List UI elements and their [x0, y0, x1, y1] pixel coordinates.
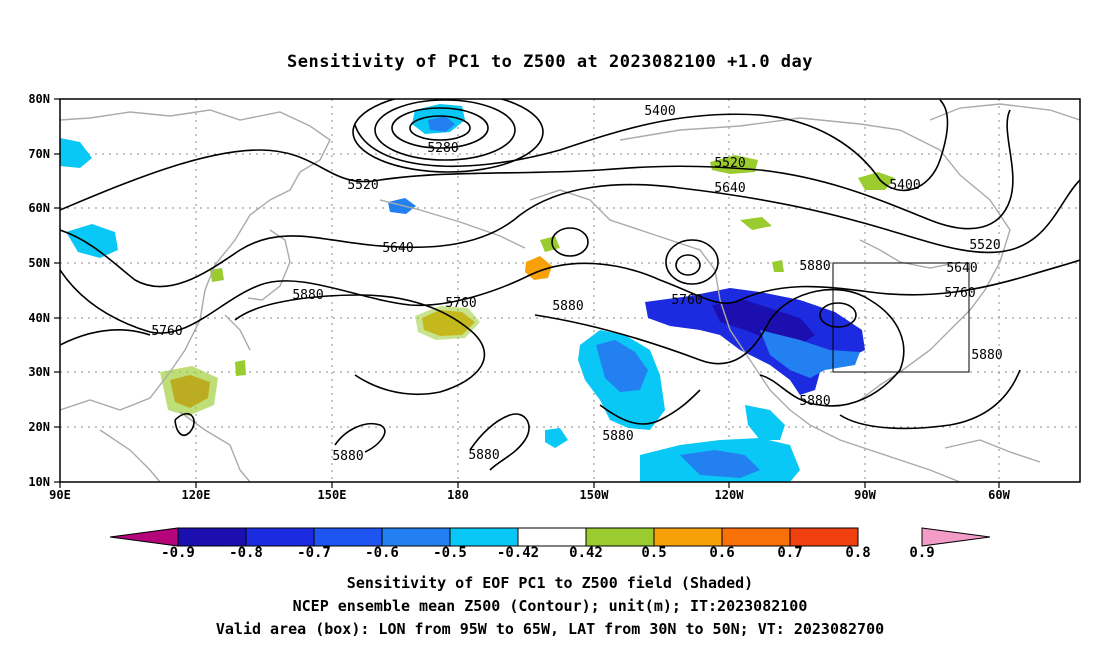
contour-label: 5880: [799, 394, 830, 409]
colorbar-box: [245, 527, 315, 547]
contour-label: 5880: [332, 449, 363, 464]
figure-caption: Sensitivity of EOF PC1 to Z500 field (Sh…: [216, 574, 884, 638]
positive-region-small-3: [210, 268, 224, 282]
contour-label: 5640: [382, 241, 413, 256]
contour-label: 5880: [468, 448, 499, 463]
contour-label: 5760: [151, 324, 182, 339]
positive-region-small-1: [540, 236, 560, 252]
lat-label: 60N: [28, 201, 50, 215]
contour-label: 5880: [799, 259, 830, 274]
colorbar-tick: -0.7: [297, 545, 331, 561]
negative-region-west: [60, 138, 92, 168]
contour-label: 5640: [714, 181, 745, 196]
negative-region-us-light: [760, 330, 860, 378]
colorbar-tick: 0.8: [845, 545, 870, 561]
positive-region-taiwan-edge: [160, 366, 218, 416]
map-background: [60, 99, 1080, 482]
colorbar-box: [313, 527, 383, 547]
colorbar-box: [381, 527, 451, 547]
colorbar-box: [517, 527, 587, 547]
contour-label: 5760: [445, 296, 476, 311]
negative-core-us: [712, 300, 815, 345]
graticule: [60, 99, 1080, 482]
contour-label: 5880: [602, 429, 633, 444]
axis-ticks: [54, 98, 1000, 488]
contour-label: 5880: [292, 288, 323, 303]
lat-label: 50N: [28, 256, 50, 270]
lon-label: 150E: [318, 488, 347, 502]
contour-label: 5520: [347, 178, 378, 193]
negative-region-mexico: [745, 405, 785, 440]
map-title: Sensitivity of PC1 to Z500 at 2023082100…: [287, 52, 813, 72]
lat-label: 10N: [28, 475, 50, 489]
colorbar-tick: 0.6: [709, 545, 734, 561]
lat-label: 20N: [28, 420, 50, 434]
positive-region-dateline-edge: [415, 306, 480, 340]
sensitivity-shading: [60, 104, 895, 482]
lon-label: 120E: [182, 488, 211, 502]
contour-label: 5400: [644, 104, 675, 119]
colorbar-box: [449, 527, 519, 547]
lat-label: 40N: [28, 311, 50, 325]
z500-contours: [60, 99, 1080, 471]
negative-region-pacific-mid: [596, 340, 648, 392]
caption-line-2: NCEP ensemble mean Z500 (Contour); unit(…: [293, 597, 808, 615]
colorbar-box: [653, 527, 723, 547]
coastlines: [60, 103, 1080, 482]
lat-label: 30N: [28, 365, 50, 379]
colorbar-tick: 0.42: [569, 545, 603, 561]
lat-label: 80N: [28, 92, 50, 106]
colorbar-tick: -0.8: [229, 545, 263, 561]
contour-label: 5400: [889, 178, 920, 193]
lon-label: 90W: [854, 488, 876, 502]
lon-label: 90E: [49, 488, 71, 502]
colorbar-tick: -0.6: [365, 545, 399, 561]
lon-label: 150W: [580, 488, 610, 502]
valid-area-box: [832, 262, 970, 373]
colorbar-tick: -0.9: [161, 545, 195, 561]
contour-label: 5280: [427, 141, 458, 156]
colorbar-tick: -0.5: [433, 545, 467, 561]
contour-label: 5520: [969, 238, 1000, 253]
contour-label: 5520: [714, 156, 745, 171]
longitude-labels: 90E 120E 150E 180 150W 120W 90W 60W: [49, 488, 1010, 502]
contour-label: 5760: [944, 286, 975, 301]
colorbar-box: [177, 527, 247, 547]
contour-label: 5640: [946, 261, 977, 276]
contour-label: 5880: [552, 299, 583, 314]
colorbar-box: [585, 527, 655, 547]
negative-region-smallpatch-1: [545, 428, 568, 448]
colorbar: -0.9 -0.8 -0.7 -0.6 -0.5 -0.42 0.42 0.5 …: [109, 527, 991, 561]
caption-line-3: Valid area (box): LON from 95W to 65W, L…: [216, 620, 884, 638]
colorbar-box: [721, 527, 791, 547]
positive-region-small-2: [740, 217, 772, 230]
positive-region-small-5: [235, 360, 246, 376]
colorbar-boxes: [177, 527, 859, 547]
map-frame: [59, 98, 1081, 483]
positive-region-small-4: [772, 260, 784, 272]
negative-region-arctic-core: [428, 116, 455, 132]
colorbar-labels: -0.9 -0.8 -0.7 -0.6 -0.5 -0.42 0.42 0.5 …: [161, 545, 935, 561]
colorbar-box: [789, 527, 859, 547]
map-panel: 5280 5400 5400 5520 5520 5520 5640 5640 …: [28, 92, 1081, 502]
colorbar-max-arrow: [921, 527, 991, 547]
lat-label: 70N: [28, 147, 50, 161]
negative-region-subtropics-2: [680, 450, 760, 478]
contour-labels: 5280 5400 5400 5520 5520 5520 5640 5640 …: [151, 104, 1002, 464]
colorbar-tick: 0.7: [777, 545, 802, 561]
colorbar-tick: 0.9: [909, 545, 934, 561]
lon-label: 120W: [715, 488, 745, 502]
contour-label: 5760: [671, 293, 702, 308]
lon-label: 180: [447, 488, 469, 502]
colorbar-tick: 0.5: [641, 545, 666, 561]
colorbar-tick: -0.42: [497, 545, 539, 561]
latitude-labels: 80N 70N 60N 50N 40N 30N 20N 10N: [28, 92, 50, 489]
lon-label: 60W: [988, 488, 1010, 502]
colorbar-min-arrow: [109, 527, 179, 547]
caption-line-1: Sensitivity of EOF PC1 to Z500 field (Sh…: [347, 574, 753, 592]
contour-label: 5880: [971, 348, 1002, 363]
negative-region-west-2: [66, 224, 118, 258]
